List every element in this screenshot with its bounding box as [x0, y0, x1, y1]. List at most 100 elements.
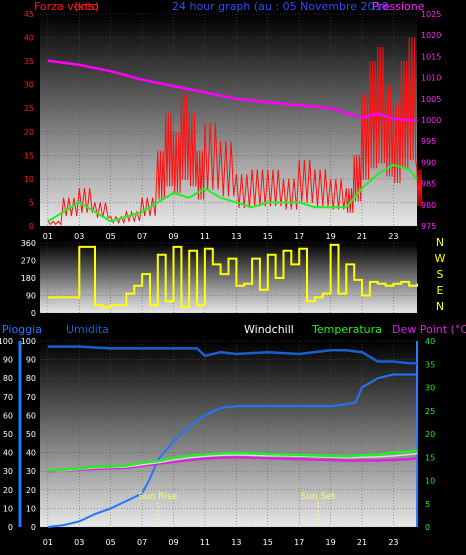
cardinal-label: E [437, 284, 444, 297]
y-tick-humidity: 90 [26, 356, 36, 365]
y-tick-rain: 100 [0, 337, 13, 346]
sunrise-label: Sun Rise [138, 492, 177, 502]
y-tick-pressure: 975 [421, 222, 436, 231]
chart-title: 24 hour graph (au : 05 Novembre 2018 [172, 0, 389, 13]
y-tick-wind: 30 [24, 81, 34, 90]
panel3-series [47, 345, 418, 528]
y-tick-rain: 0 [8, 523, 13, 532]
y-tick-temperature: 25 [425, 407, 435, 416]
x-tick-hour: 13 [231, 232, 241, 241]
cardinal-label: S [437, 268, 444, 281]
y-tick-pressure: 990 [421, 158, 436, 167]
legend-rain: Pioggia [2, 323, 42, 336]
y-tick-temperature: 5 [425, 500, 430, 509]
panel1-series [47, 37, 423, 226]
y-tick-humidity: 20 [26, 486, 36, 495]
y-tick-temperature: 10 [425, 477, 435, 486]
x-tick-hour: 15 [263, 232, 273, 241]
series-rain [47, 373, 417, 528]
x-tick-hour: 23 [388, 538, 398, 547]
series-wind-direction [47, 243, 418, 309]
y-tick-pressure: 985 [421, 180, 436, 189]
cardinal-label: N [436, 300, 444, 313]
axis-tick-labels: 0510152025303540459759809859909951000100… [0, 10, 446, 547]
y-tick-humidity: 50 [26, 430, 36, 439]
y-tick-rain: 40 [3, 449, 13, 458]
pressure-axis-label: Pressione [372, 0, 425, 13]
x-tick-hour: 01 [43, 538, 53, 547]
x-tick-hour: 23 [388, 232, 398, 241]
x-tick-hour: 15 [263, 538, 273, 547]
y-tick-temperature: 15 [425, 453, 435, 462]
x-tick-hour: 11 [200, 232, 210, 241]
y-tick-temperature: 35 [425, 360, 435, 369]
y-tick-rain: 80 [3, 374, 13, 383]
y-tick-direction: 90 [26, 292, 36, 301]
x-tick-hour: 07 [137, 538, 147, 547]
x-tick-hour: 05 [106, 232, 116, 241]
y-tick-pressure: 1020 [421, 31, 441, 40]
y-tick-pressure: 1025 [421, 10, 441, 19]
y-tick-wind: 40 [24, 34, 34, 43]
x-tick-hour: 09 [168, 232, 178, 241]
y-tick-wind: 25 [24, 104, 34, 113]
y-tick-humidity: 10 [26, 504, 36, 513]
y-tick-pressure: 1010 [421, 74, 441, 83]
panel2-series [47, 243, 418, 309]
x-tick-hour: 17 [294, 232, 304, 241]
legend-temperature: Temperatura [311, 323, 382, 336]
y-tick-pressure: 980 [421, 201, 436, 210]
x-tick-hour: 01 [43, 232, 53, 241]
x-tick-hour: 03 [74, 232, 84, 241]
y-tick-temperature: 40 [425, 337, 435, 346]
series-pressure [47, 59, 418, 123]
y-tick-rain: 90 [3, 356, 13, 365]
series-wind-speed [47, 37, 423, 226]
legend-windchill: Windchill [244, 323, 294, 336]
wind-axis-label: Forza vento [34, 0, 99, 13]
y-tick-pressure: 1015 [421, 52, 441, 61]
y-tick-wind: 45 [24, 10, 34, 19]
y-tick-humidity: 80 [26, 374, 36, 383]
x-tick-hour: 21 [357, 538, 367, 547]
y-tick-direction: 270 [21, 257, 36, 266]
panel3-gridlines [18, 340, 418, 528]
y-tick-pressure: 995 [421, 137, 436, 146]
y-tick-direction: 0 [31, 309, 36, 318]
x-tick-hour: 05 [106, 538, 116, 547]
y-tick-wind: 5 [29, 198, 34, 207]
y-tick-rain: 30 [3, 467, 13, 476]
y-tick-rain: 50 [3, 430, 13, 439]
y-tick-humidity: 70 [26, 393, 36, 402]
x-tick-hour: 17 [294, 538, 304, 547]
x-tick-hour: 21 [357, 232, 367, 241]
y-tick-wind: 10 [24, 175, 34, 184]
y-tick-pressure: 1000 [421, 116, 441, 125]
x-tick-hour: 07 [137, 232, 147, 241]
y-tick-humidity: 0 [31, 523, 36, 532]
x-tick-hour: 19 [326, 538, 336, 547]
series-dewpoint [47, 456, 418, 473]
y-tick-wind: 0 [29, 222, 34, 231]
y-tick-temperature: 0 [425, 523, 430, 532]
cardinal-label: W [435, 252, 446, 265]
y-tick-rain: 10 [3, 504, 13, 513]
series-humidity [47, 345, 417, 365]
x-tick-hour: 03 [74, 538, 84, 547]
cardinal-label: N [436, 236, 444, 249]
wind-unit-label: (kts) [74, 0, 99, 13]
y-tick-rain: 60 [3, 411, 13, 420]
series-temperature [47, 449, 418, 472]
legend-humidity: Umidita [66, 323, 109, 336]
x-tick-hour: 09 [168, 538, 178, 547]
y-tick-direction: 360 [21, 239, 36, 248]
temp-plot-area [40, 341, 417, 527]
y-tick-wind: 15 [24, 151, 34, 160]
x-tick-hour: 19 [326, 232, 336, 241]
series-wind-average [47, 163, 418, 223]
sunset-label: Sun Set [301, 492, 336, 502]
y-tick-pressure: 1005 [421, 95, 441, 104]
y-tick-temperature: 20 [425, 430, 435, 439]
y-tick-rain: 70 [3, 393, 13, 402]
